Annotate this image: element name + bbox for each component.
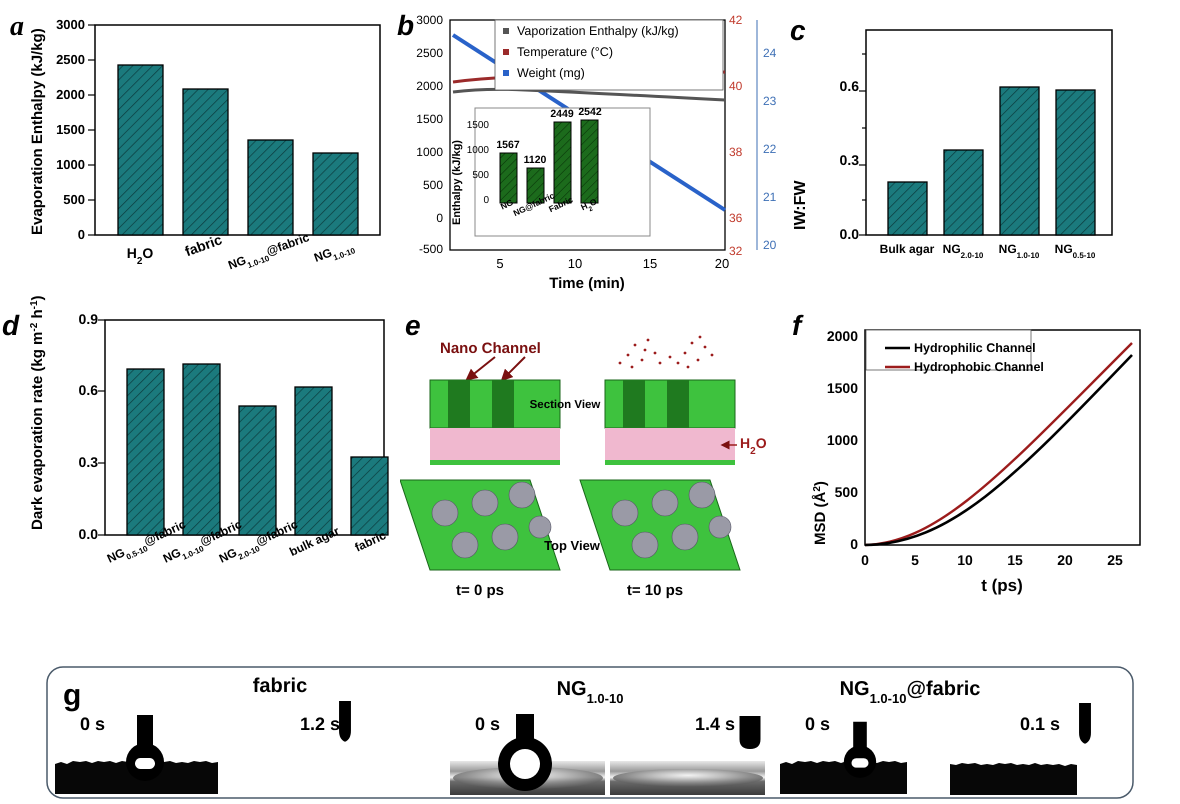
svg-text:a: a bbox=[10, 11, 24, 42]
svg-text:NG1.0-10: NG1.0-10 bbox=[312, 238, 357, 269]
svg-text:1000: 1000 bbox=[56, 157, 85, 172]
svg-text:38: 38 bbox=[729, 145, 743, 159]
svg-text:0.3: 0.3 bbox=[840, 152, 860, 168]
svg-text:Dark evaporation rate (kg m-2: Dark evaporation rate (kg m-2 h-1) bbox=[29, 295, 47, 530]
svg-text:21: 21 bbox=[763, 190, 777, 204]
svg-text:23: 23 bbox=[763, 94, 777, 108]
svg-text:2542: 2542 bbox=[578, 106, 602, 118]
svg-text:Weight (mg): Weight (mg) bbox=[517, 66, 585, 80]
svg-text:40: 40 bbox=[729, 79, 743, 93]
svg-text:Hydrophobic Channel: Hydrophobic Channel bbox=[914, 360, 1044, 374]
svg-text:fabric: fabric bbox=[253, 675, 307, 697]
svg-text:0: 0 bbox=[850, 536, 858, 552]
svg-text:Hydrophilic Channel: Hydrophilic Channel bbox=[914, 341, 1036, 355]
svg-text:-500: -500 bbox=[419, 242, 443, 256]
svg-text:10: 10 bbox=[568, 256, 582, 271]
svg-text:0.0: 0.0 bbox=[840, 226, 860, 242]
svg-text:IW:FW: IW:FW bbox=[792, 180, 809, 230]
svg-text:Nano Channel: Nano Channel bbox=[440, 340, 541, 357]
svg-text:Top View: Top View bbox=[544, 538, 601, 553]
svg-text:0: 0 bbox=[861, 552, 869, 568]
svg-text:Section View: Section View bbox=[530, 399, 601, 411]
svg-text:1500: 1500 bbox=[827, 380, 858, 396]
svg-text:36: 36 bbox=[729, 211, 743, 225]
svg-text:t (ps): t (ps) bbox=[981, 576, 1023, 595]
svg-text:1000: 1000 bbox=[467, 145, 490, 156]
svg-text:1120: 1120 bbox=[524, 154, 547, 166]
svg-text:1500: 1500 bbox=[467, 120, 490, 131]
svg-text:0 s: 0 s bbox=[475, 714, 500, 734]
svg-text:1500: 1500 bbox=[416, 112, 443, 126]
svg-text:Evaporation Enthalpy (kJ/kg): Evaporation Enthalpy (kJ/kg) bbox=[29, 28, 46, 235]
svg-text:NG2.0-10: NG2.0-10 bbox=[943, 242, 984, 260]
svg-text:1000: 1000 bbox=[416, 145, 443, 159]
svg-text:H2O: H2O bbox=[740, 435, 767, 457]
svg-text:20: 20 bbox=[763, 238, 777, 252]
svg-text:1500: 1500 bbox=[56, 122, 85, 137]
svg-text:20: 20 bbox=[715, 256, 729, 271]
svg-text:2500: 2500 bbox=[416, 46, 443, 60]
svg-text:20: 20 bbox=[1057, 552, 1073, 568]
svg-text:32: 32 bbox=[729, 244, 743, 258]
svg-text:0: 0 bbox=[483, 195, 489, 206]
svg-text:500: 500 bbox=[472, 170, 489, 181]
svg-text:42: 42 bbox=[729, 13, 743, 27]
svg-text:5: 5 bbox=[911, 552, 919, 568]
svg-text:0.6: 0.6 bbox=[79, 382, 99, 398]
svg-text:0 s: 0 s bbox=[805, 714, 830, 734]
svg-text:d: d bbox=[2, 310, 20, 341]
svg-text:Vaporization Enthalpy (kJ/kg): Vaporization Enthalpy (kJ/kg) bbox=[517, 24, 679, 38]
svg-text:1.2 s: 1.2 s bbox=[300, 714, 340, 734]
svg-text:NG1.0-10@fabric: NG1.0-10@fabric bbox=[226, 230, 312, 276]
svg-text:e: e bbox=[405, 310, 421, 341]
svg-text:0.1 s: 0.1 s bbox=[1020, 714, 1060, 734]
svg-text:NG1.0-10: NG1.0-10 bbox=[999, 242, 1040, 260]
svg-text:500: 500 bbox=[423, 178, 443, 192]
svg-text:3000: 3000 bbox=[416, 13, 443, 27]
svg-text:15: 15 bbox=[1007, 552, 1023, 568]
svg-text:2000: 2000 bbox=[416, 79, 443, 93]
svg-text:0.6: 0.6 bbox=[840, 78, 860, 94]
svg-text:0.3: 0.3 bbox=[79, 454, 99, 470]
svg-text:NG0.5-10: NG0.5-10 bbox=[1055, 242, 1096, 260]
svg-text:Enthalpy (kJ/kg): Enthalpy (kJ/kg) bbox=[451, 140, 463, 225]
svg-text:0.9: 0.9 bbox=[79, 311, 99, 327]
svg-text:b: b bbox=[397, 10, 414, 41]
svg-text:1.4 s: 1.4 s bbox=[695, 714, 735, 734]
svg-text:0: 0 bbox=[78, 227, 85, 242]
svg-text:10: 10 bbox=[957, 552, 973, 568]
svg-text:f: f bbox=[792, 310, 804, 341]
svg-text:1567: 1567 bbox=[496, 139, 520, 151]
svg-text:5: 5 bbox=[496, 256, 503, 271]
svg-text:g: g bbox=[63, 679, 81, 712]
svg-text:t= 0 ps: t= 0 ps bbox=[456, 582, 504, 599]
svg-text:15: 15 bbox=[643, 256, 657, 271]
svg-text:Temperature (°C): Temperature (°C) bbox=[517, 45, 613, 59]
svg-text:22: 22 bbox=[763, 142, 777, 156]
svg-text:500: 500 bbox=[835, 484, 859, 500]
svg-text:2000: 2000 bbox=[56, 87, 85, 102]
svg-text:24: 24 bbox=[763, 46, 777, 60]
svg-text:0.0: 0.0 bbox=[79, 526, 99, 542]
svg-text:Bulk agar: Bulk agar bbox=[880, 242, 935, 256]
svg-text:500: 500 bbox=[63, 192, 85, 207]
svg-text:2000: 2000 bbox=[827, 328, 858, 344]
svg-text:25: 25 bbox=[1107, 552, 1123, 568]
svg-text:Time (min): Time (min) bbox=[549, 275, 625, 292]
svg-text:3000: 3000 bbox=[56, 17, 85, 32]
svg-text:H2O: H2O bbox=[127, 245, 154, 267]
svg-text:2500: 2500 bbox=[56, 52, 85, 67]
svg-text:2449: 2449 bbox=[550, 108, 574, 120]
svg-text:MSD (Å2): MSD (Å2) bbox=[811, 481, 829, 545]
svg-text:0: 0 bbox=[436, 211, 443, 225]
svg-text:t= 10 ps: t= 10 ps bbox=[627, 582, 683, 599]
svg-text:0 s: 0 s bbox=[80, 714, 105, 734]
svg-text:1000: 1000 bbox=[827, 432, 858, 448]
svg-text:c: c bbox=[790, 15, 806, 46]
